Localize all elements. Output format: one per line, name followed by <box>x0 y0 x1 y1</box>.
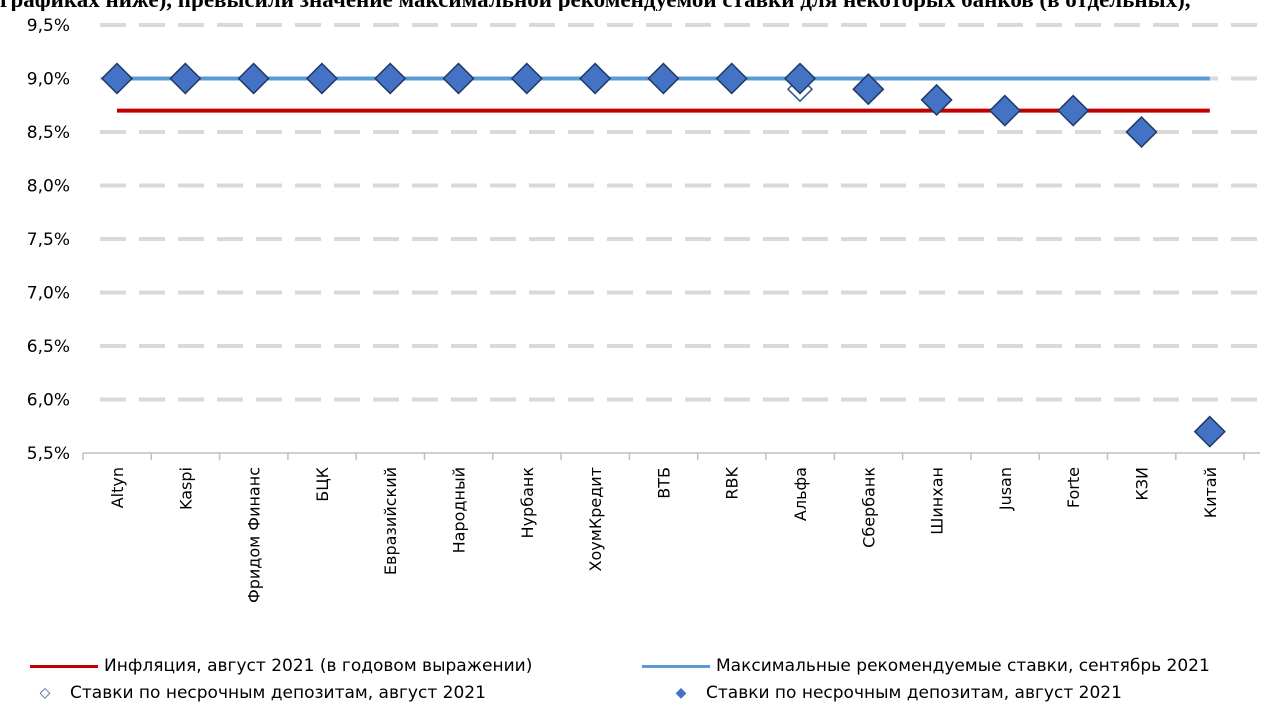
x-category-label: ВТБ <box>654 467 673 499</box>
filled-diamond-point <box>510 62 543 95</box>
series-markers <box>100 62 1226 448</box>
y-tick-label: 6,0% <box>27 391 70 411</box>
y-tick-label: 9,0% <box>27 70 70 90</box>
x-category-label: Евразийский <box>381 467 400 575</box>
filled-diamond-point <box>783 62 817 95</box>
x-axis: Altyn Kaspi Фридом Финанс БЦК Евразийский Нар… <box>82 452 1260 603</box>
filled-diamond-point <box>920 83 953 116</box>
y-tick-label: 5,5% <box>27 444 70 464</box>
filled-diamond-point <box>1125 115 1158 149</box>
y-tick-label: 7,5% <box>27 230 70 250</box>
x-category-label: Фридом Финанс <box>245 467 264 603</box>
x-category-label: Jusan <box>996 467 1015 511</box>
filled-diamond-point <box>169 62 202 95</box>
y-tick-label: 8,5% <box>27 123 70 143</box>
y-tick-label: 7,0% <box>27 284 70 304</box>
x-category-label: Альфа <box>791 467 810 521</box>
legend-label-hollow-deposit: Ставки по несрочным депозитам, август 20… <box>70 683 486 703</box>
y-axis: 5,5% 6,0% 6,5% 7,0% 7,5% 8,0% 8,5% 9,0% 9,5% <box>27 16 70 464</box>
filled-diamond-point <box>100 62 134 95</box>
filled-diamond-point <box>1057 94 1090 127</box>
filled-diamond-point <box>579 62 612 95</box>
legend-label-inflation: Инфляция, август 2021 (в годовом выражен… <box>104 656 533 676</box>
x-category-label: ХоумКредит <box>586 467 605 571</box>
x-category-label: Китай <box>1201 467 1220 518</box>
filled-diamond-point <box>305 62 338 95</box>
x-category-label: Kaspi <box>176 467 195 510</box>
gridlines <box>100 23 1260 402</box>
filled-diamond-point <box>988 94 1021 127</box>
x-category-label: Народный <box>450 467 469 553</box>
x-category-label: БЦК <box>313 466 332 501</box>
filled-diamond-point <box>715 62 748 95</box>
legend-item-max-rate: Максимальные рекомендуемые ставки, сентя… <box>642 656 1210 676</box>
filled-diamond-icon: ◆ <box>675 685 687 701</box>
legend-label-filled-deposit: Ставки по несрочным депозитам, август 20… <box>706 683 1122 703</box>
x-category-label: Нурбанк <box>518 467 537 539</box>
x-category-label: Altyn <box>108 467 127 508</box>
filled-diamond-point <box>852 73 885 106</box>
y-tick-label: 9,5% <box>27 16 70 36</box>
legend-swatch-inflation <box>30 664 98 668</box>
filled-diamond-point <box>1193 415 1226 448</box>
filled-diamond-point <box>647 62 680 95</box>
x-category-label: Шинхан <box>928 467 947 535</box>
filled-diamond-point <box>442 62 475 95</box>
cut-off-heading-text: графиках ниже), превысили значение макси… <box>0 0 1283 11</box>
x-category-label: RBK <box>723 467 742 500</box>
x-category-label: Сбербанк <box>859 467 878 548</box>
y-tick-label: 6,5% <box>27 337 70 357</box>
legend-item-hollow-deposit: ◇ Ставки по несрочным депозитам, август … <box>30 683 486 703</box>
y-tick-label: 8,0% <box>27 177 70 197</box>
legend-item-inflation: Инфляция, август 2021 (в годовом выражен… <box>30 656 532 676</box>
legend-item-filled-deposit: ◆ Ставки по несрочным депозитам, август … <box>666 683 1122 703</box>
filled-diamond-point <box>374 62 407 95</box>
hollow-diamond-icon: ◇ <box>39 685 51 701</box>
x-category-label: КЗИ <box>1133 467 1152 501</box>
x-category-label: Forte <box>1064 467 1083 508</box>
legend-swatch-max-rate <box>642 664 710 668</box>
filled-diamond-point <box>237 62 270 95</box>
legend-label-max-rate: Максимальные рекомендуемые ставки, сентя… <box>716 656 1210 676</box>
